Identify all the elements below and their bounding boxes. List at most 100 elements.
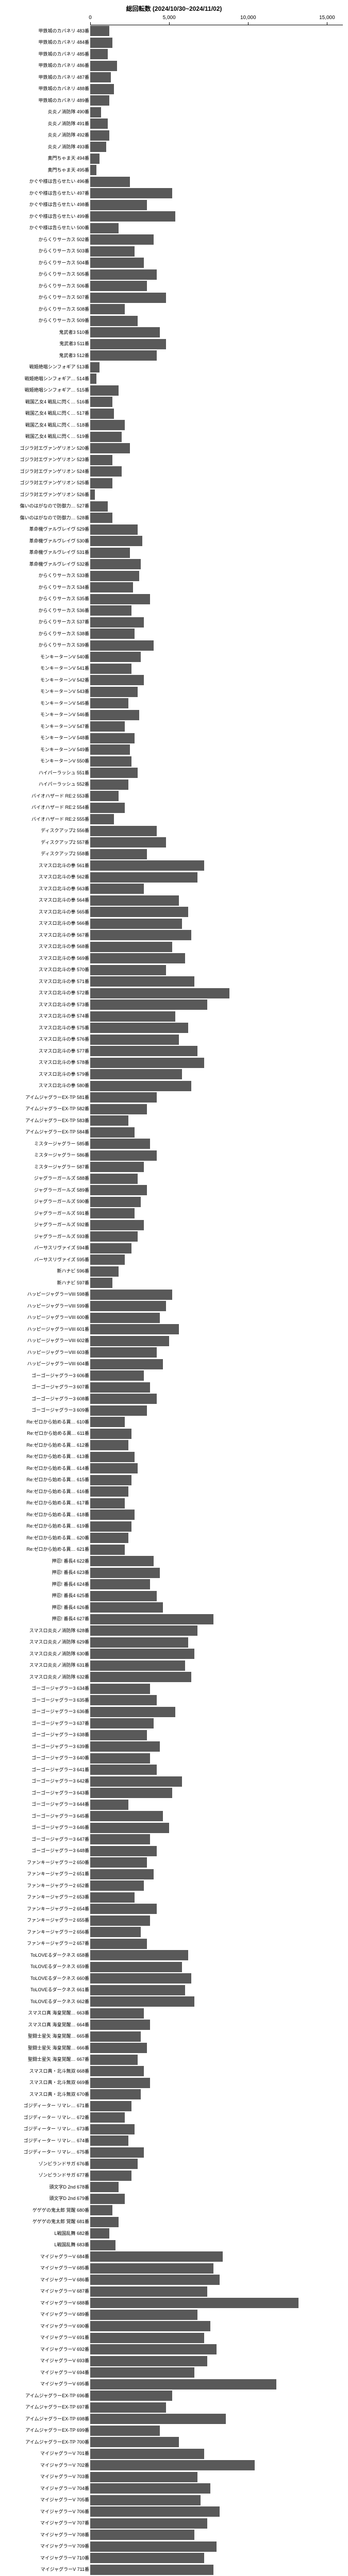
- row-label: ファンキージャグラー2 657番: [0, 1941, 89, 1946]
- bar: [90, 988, 229, 998]
- data-row: スマスロ北斗の拳 569番: [90, 953, 343, 964]
- bar: [90, 2553, 204, 2563]
- data-row: マイジャグラーV 693番: [90, 2355, 343, 2367]
- data-row: ゴジディーター リマレ… 675番: [90, 2147, 343, 2159]
- data-row: ファンキージャグラー2 654番: [90, 1903, 343, 1915]
- bar: [90, 304, 125, 314]
- data-row: からくりサーカス 536番: [90, 605, 343, 617]
- row-label: 炎炎ノ消防隊 491番: [0, 122, 89, 126]
- row-label: ハッピージャグラーVIII 600番: [0, 1315, 89, 1320]
- bar: [90, 2136, 128, 2146]
- bar: [90, 1208, 135, 1218]
- bar: [90, 177, 130, 187]
- data-row: 傷いのはがなので防御力… 528番: [90, 512, 343, 524]
- row-label: マイジャグラーV 703番: [0, 2475, 89, 2479]
- data-row: 聖闘士星矢 海皇覚醒… 666番: [90, 2042, 343, 2054]
- data-row: ゴーゴージャグラー3 635番: [90, 1694, 343, 1706]
- row-label: ハッピージャグラーVIII 604番: [0, 1362, 89, 1366]
- data-row: L戦国乱舞 682番: [90, 2228, 343, 2240]
- row-label: Re:ゼロから始める異… 620番: [0, 1536, 89, 1540]
- row-label: からくりサーカス 539番: [0, 643, 89, 648]
- data-row: 奥門ちゃま天 494番: [90, 153, 343, 165]
- data-row: マイジャグラーV 694番: [90, 2367, 343, 2379]
- bar: [90, 1243, 131, 1253]
- row-label: ミスタージャグラー 587番: [0, 1165, 89, 1170]
- bar: [90, 2530, 194, 2540]
- bar: [90, 1382, 150, 1393]
- bar: [90, 2506, 220, 2517]
- bar: [90, 1939, 147, 1949]
- bar: [90, 1776, 182, 1787]
- bar: [90, 2031, 141, 2042]
- row-label: スマスロ北斗の拳 570番: [0, 968, 89, 972]
- bar: [90, 466, 122, 477]
- row-label: からくりサーカス 534番: [0, 585, 89, 590]
- data-row: ゴーゴージャグラー3 608番: [90, 1393, 343, 1405]
- row-label: ゴジラ対エヴァンゲリオン 525番: [0, 481, 89, 485]
- data-row: スマスロ北斗の拳 563番: [90, 883, 343, 895]
- row-label: 押忍! 番長4 626番: [0, 1605, 89, 1610]
- data-row: ミスタージャグラー 585番: [90, 1138, 343, 1150]
- row-label: ファンキージャグラー2 652番: [0, 1884, 89, 1888]
- data-row: マイジャグラーV 688番: [90, 2297, 343, 2309]
- row-label: スマスロ炎炎ノ消防隊 632番: [0, 1675, 89, 1680]
- bar: [90, 640, 154, 651]
- data-row: 炎炎ノ消防隊 491番: [90, 118, 343, 130]
- row-label: スマスロ炎炎ノ消防隊 629番: [0, 1640, 89, 1645]
- row-label: ゴーゴージャグラー3 644番: [0, 1802, 89, 1807]
- row-label: からくりサーカス 538番: [0, 632, 89, 636]
- data-row: からくりサーカス 503番: [90, 246, 343, 258]
- bar: [90, 2275, 220, 2285]
- row-label: アイムジャグラーEX-TP 581番: [0, 1095, 89, 1100]
- bar: [90, 2020, 150, 2030]
- data-row: 炎炎ノ消防隊 493番: [90, 141, 343, 153]
- bar: [90, 953, 185, 963]
- data-row: ファンキージャグラー2 656番: [90, 1926, 343, 1938]
- data-row: スマスロ真・北斗無双 669番: [90, 2077, 343, 2089]
- row-label: 戦国乙女4 戦乱に閃く… 518番: [0, 423, 89, 428]
- row-label: マイジャグラーV 708番: [0, 2533, 89, 2537]
- data-row: モンキーターンV 546番: [90, 709, 343, 721]
- bar: [90, 409, 114, 419]
- data-row: マイジャグラーV 703番: [90, 2471, 343, 2483]
- bar: [90, 1846, 157, 1856]
- data-row: マイジャグラーV 684番: [90, 2251, 343, 2263]
- bar: [90, 698, 128, 708]
- bar: [90, 1788, 172, 1798]
- data-row: モンキーターンV 541番: [90, 663, 343, 675]
- row-label: スマスロ真 海皇覚醒… 663番: [0, 2011, 89, 2015]
- bar: [90, 2101, 131, 2111]
- data-row: ゴーゴージャグラー3 638番: [90, 1730, 343, 1741]
- bar: [90, 1417, 125, 1427]
- data-row: 炎炎ノ消防隊 492番: [90, 130, 343, 142]
- bar: [90, 2217, 119, 2227]
- data-row: モンキーターンV 547番: [90, 721, 343, 733]
- bar: [90, 803, 125, 813]
- data-row: スマスロ北斗の拳 564番: [90, 895, 343, 907]
- row-label: ゴジディーター リマレ… 673番: [0, 2127, 89, 2131]
- bar: [90, 907, 188, 917]
- bar: [90, 629, 135, 639]
- data-row: からくりサーカス 533番: [90, 570, 343, 582]
- row-label: モンキーターンV 548番: [0, 736, 89, 740]
- bar: [90, 1950, 188, 1960]
- bar: [90, 1985, 185, 1995]
- row-label: 奥門ちゃま天 494番: [0, 156, 89, 161]
- data-row: ファンキージャグラー2 655番: [90, 1915, 343, 1927]
- data-row: ジャグラーガールズ 589番: [90, 1184, 343, 1196]
- data-row: マイジャグラーV 687番: [90, 2286, 343, 2298]
- row-label: ゴジラ対エヴァンゲリオン 524番: [0, 469, 89, 474]
- data-row: モンキーターンV 545番: [90, 698, 343, 709]
- data-row: ゴジディーター リマレ… 673番: [90, 2124, 343, 2136]
- bar: [90, 536, 142, 546]
- data-row: ハッピージャグラーVIII 604番: [90, 1359, 343, 1370]
- bar: [90, 571, 139, 581]
- row-label: マイジャグラーV 686番: [0, 2278, 89, 2282]
- bar: [90, 258, 144, 268]
- data-row: バーサスリヴァイズ 594番: [90, 1243, 343, 1255]
- data-row: 傷いのはがなので防御力… 527番: [90, 501, 343, 513]
- data-row: ゴーゴージャグラー3 643番: [90, 1787, 343, 1799]
- data-row: 押忍! 番長4 624番: [90, 1579, 343, 1590]
- row-label: モンキーターンV 542番: [0, 678, 89, 683]
- bar: [90, 2112, 125, 2123]
